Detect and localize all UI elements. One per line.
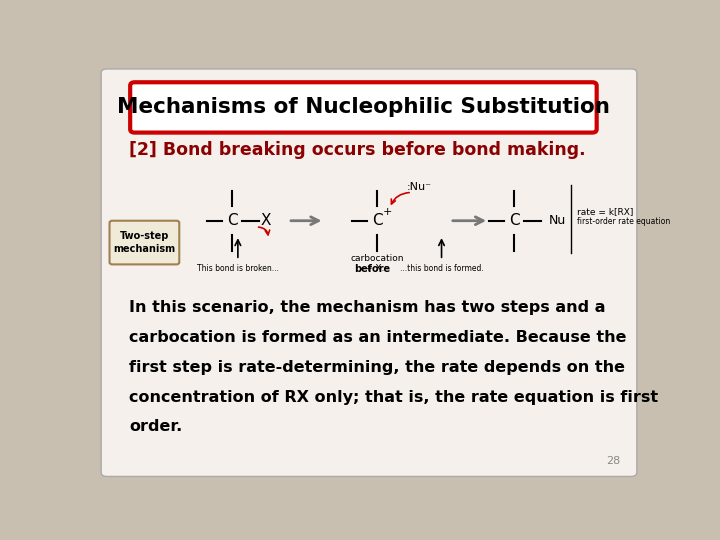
Text: [2] Bond breaking occurs before bond making.: [2] Bond breaking occurs before bond mak… xyxy=(129,141,585,159)
Text: before: before xyxy=(354,265,390,274)
FancyArrowPatch shape xyxy=(258,227,269,235)
Text: Mechanisms of Nucleophilic Substitution: Mechanisms of Nucleophilic Substitution xyxy=(117,97,610,117)
Text: This bond is broken...: This bond is broken... xyxy=(197,265,279,273)
Text: +: + xyxy=(383,207,392,218)
FancyBboxPatch shape xyxy=(101,69,637,476)
Text: Two-step
mechanism: Two-step mechanism xyxy=(114,231,176,254)
Text: first step is rate-determining, the rate depends on the: first step is rate-determining, the rate… xyxy=(129,360,625,375)
FancyBboxPatch shape xyxy=(130,82,597,133)
Text: C: C xyxy=(509,213,519,228)
Text: order.: order. xyxy=(129,420,182,435)
Text: carbocation is formed as an intermediate. Because the: carbocation is formed as an intermediate… xyxy=(129,329,626,345)
Text: ...this bond is formed.: ...this bond is formed. xyxy=(400,265,483,273)
Text: C: C xyxy=(372,213,383,228)
Text: C: C xyxy=(227,213,238,228)
Text: + X:⁻: + X:⁻ xyxy=(365,264,390,273)
Text: Nu: Nu xyxy=(549,214,567,227)
FancyBboxPatch shape xyxy=(109,221,179,265)
Text: rate = k[RX]: rate = k[RX] xyxy=(577,207,633,215)
Text: first-order rate equation: first-order rate equation xyxy=(577,218,670,226)
Text: :Nu⁻: :Nu⁻ xyxy=(407,181,432,192)
Text: X: X xyxy=(261,213,271,228)
Text: concentration of RX only; that is, the rate equation is first: concentration of RX only; that is, the r… xyxy=(129,389,658,404)
FancyArrowPatch shape xyxy=(391,193,409,204)
Text: 28: 28 xyxy=(606,456,620,466)
Text: carbocation: carbocation xyxy=(351,254,404,262)
Text: In this scenario, the mechanism has two steps and a: In this scenario, the mechanism has two … xyxy=(129,300,606,315)
